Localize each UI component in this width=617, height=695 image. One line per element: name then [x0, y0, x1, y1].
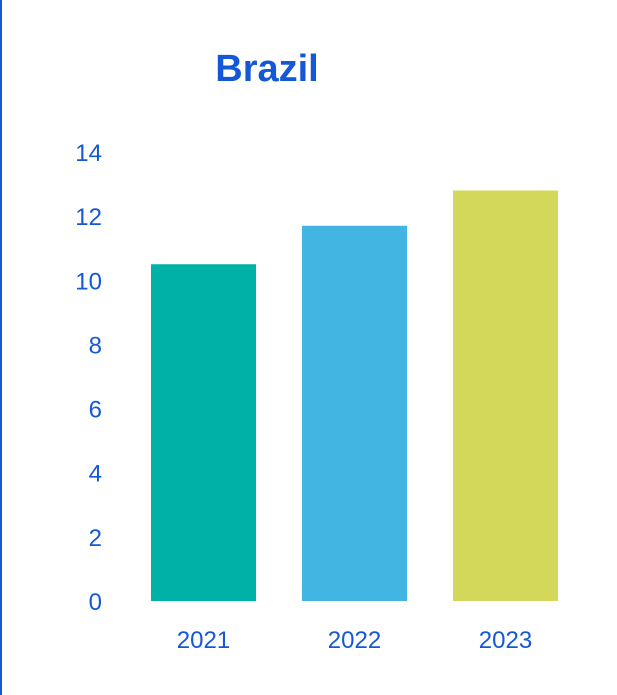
y-tick-label: 4	[89, 461, 102, 488]
x-tick-label: 2021	[177, 627, 230, 654]
bar-2021	[151, 264, 256, 601]
y-tick-label: 12	[75, 204, 102, 231]
y-tick-label: 0	[89, 589, 102, 616]
y-tick-label: 14	[75, 140, 102, 167]
y-tick-label: 8	[89, 332, 102, 359]
y-tick-label: 6	[89, 397, 102, 424]
bar-2022	[302, 225, 407, 601]
x-tick-label: 2023	[479, 627, 532, 654]
x-tick-label: 2022	[328, 627, 381, 654]
y-tick-label: 2	[89, 525, 102, 552]
bar-2023	[453, 190, 558, 601]
y-tick-label: 10	[75, 268, 102, 295]
chart-title: Brazil	[215, 48, 319, 90]
